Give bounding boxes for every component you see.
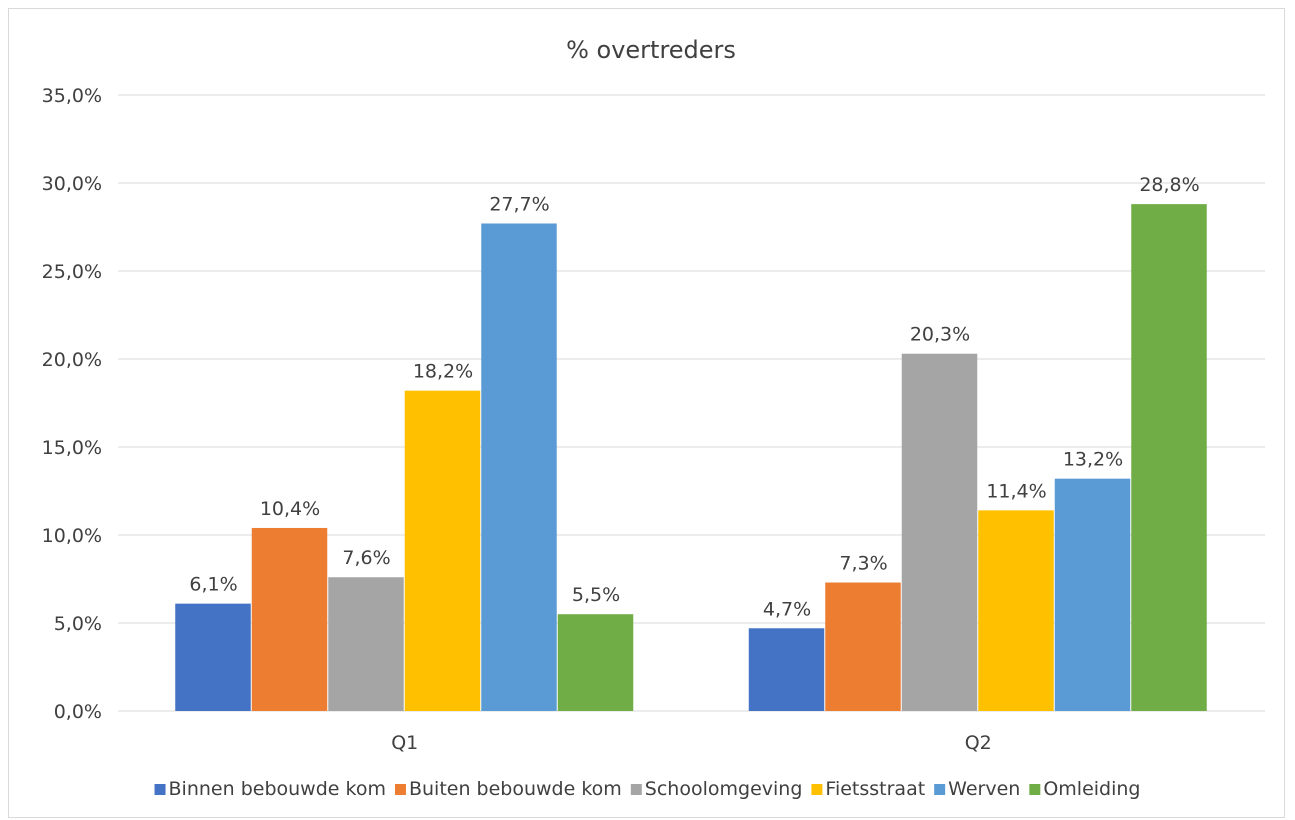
legend-swatch bbox=[934, 784, 946, 795]
legend-label: Binnen bebouwde kom bbox=[169, 778, 386, 800]
x-axis-ticks: Q1 Q2 bbox=[391, 732, 992, 754]
legend-label: Omleiding bbox=[1043, 778, 1140, 800]
chart-title: % overtreders bbox=[566, 36, 736, 64]
bar-fietsstraat-q1 bbox=[404, 390, 481, 711]
data-label: 5,5% bbox=[572, 584, 620, 606]
data-label: 20,3% bbox=[910, 324, 970, 346]
y-tick-label: 20,0% bbox=[42, 349, 102, 371]
bars bbox=[175, 204, 1207, 712]
bar-binnen-bebouwde-kom-q1 bbox=[175, 603, 251, 711]
legend-swatch bbox=[630, 784, 642, 795]
legend-label: Fietsstraat bbox=[825, 778, 925, 800]
data-label: 6,1% bbox=[189, 574, 237, 596]
legend-item: Schoolomgeving bbox=[630, 778, 803, 800]
legend-item: Omleiding bbox=[1029, 778, 1140, 800]
y-axis-ticks: 0,0% 5,0% 10,0% 15,0% 20,0% 25,0% 30,0% 35,0% bbox=[42, 85, 102, 723]
data-label: 13,2% bbox=[1063, 449, 1123, 471]
bar-chart: % overtreders 0,0% 5,0% 10,0% 15,0% 20,0% 25,… bbox=[42, 36, 1265, 800]
y-tick-label: 30,0% bbox=[42, 173, 102, 195]
legend-item: Werven bbox=[934, 778, 1020, 800]
data-label: 7,6% bbox=[342, 547, 390, 569]
data-label: 10,4% bbox=[260, 498, 320, 520]
data-label: 18,2% bbox=[413, 361, 473, 383]
legend-label: Buiten bebouwde kom bbox=[409, 778, 622, 800]
bar-omleiding-q2 bbox=[1131, 204, 1207, 711]
legend-swatch bbox=[154, 784, 166, 795]
bar-fietsstraat-q2 bbox=[978, 510, 1054, 711]
bar-omleiding-q1 bbox=[557, 614, 634, 711]
bar-schoolomgeving-q1 bbox=[328, 577, 404, 711]
y-tick-label: 0,0% bbox=[54, 701, 102, 723]
bar-werven-q1 bbox=[481, 223, 557, 712]
data-label: 4,7% bbox=[763, 598, 811, 620]
bar-buiten-bebouwde-kom-q1 bbox=[251, 527, 328, 711]
y-tick-label: 10,0% bbox=[42, 525, 102, 547]
data-labels: 6,1% 4,7% 10,4% 7,3% 7,6% 20,3% 18,2% 11,4% 27,7… bbox=[189, 174, 1199, 620]
legend-swatch bbox=[394, 784, 406, 795]
data-label: 7,3% bbox=[839, 553, 887, 575]
legend-label: Werven bbox=[948, 778, 1020, 800]
legend-swatch bbox=[811, 784, 823, 795]
y-tick-label: 5,0% bbox=[54, 613, 102, 635]
data-label: 28,8% bbox=[1139, 174, 1199, 196]
bar-buiten-bebouwde-kom-q2 bbox=[825, 582, 901, 711]
chart-frame: % overtreders 0,0% 5,0% 10,0% 15,0% 20,0% 25,… bbox=[8, 8, 1285, 818]
bar-schoolomgeving-q2 bbox=[901, 353, 978, 711]
data-label: 11,4% bbox=[986, 480, 1046, 502]
legend-item: Binnen bebouwde kom bbox=[154, 778, 386, 800]
data-label: 27,7% bbox=[489, 193, 549, 215]
x-tick-label: Q1 bbox=[391, 732, 418, 754]
legend: Binnen bebouwde kom Buiten bebouwde kom Sc… bbox=[154, 778, 1140, 800]
bar-binnen-bebouwde-kom-q2 bbox=[748, 628, 825, 711]
y-tick-label: 15,0% bbox=[42, 437, 102, 459]
y-tick-label: 25,0% bbox=[42, 261, 102, 283]
legend-label: Schoolomgeving bbox=[645, 778, 803, 800]
legend-item: Buiten bebouwde kom bbox=[394, 778, 622, 800]
y-tick-label: 35,0% bbox=[42, 85, 102, 107]
x-tick-label: Q2 bbox=[965, 732, 992, 754]
legend-swatch bbox=[1029, 784, 1041, 795]
legend-item: Fietsstraat bbox=[811, 778, 925, 800]
bar-werven-q2 bbox=[1054, 478, 1131, 711]
